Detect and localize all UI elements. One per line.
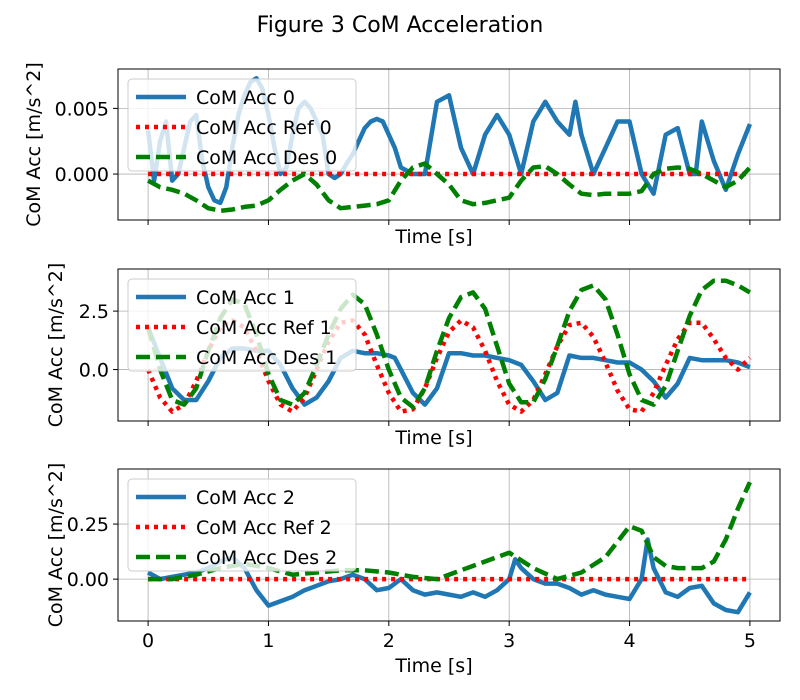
y-tick-label: 0.0 <box>79 360 109 382</box>
legend-label-2: CoM Acc Des 0 <box>196 147 337 169</box>
x-axis-label: Time [s] <box>394 226 472 248</box>
legend-label-0: CoM Acc 2 <box>196 487 295 509</box>
series-line-0-2 <box>147 161 752 214</box>
x-axis-label: Time [s] <box>394 655 472 677</box>
legend-label-1: CoM Acc Ref 2 <box>196 517 332 539</box>
legend-label-0: CoM Acc 0 <box>196 87 295 109</box>
chart-panel-2: 0 1 2 3 4 5 0.00 0.25 Time [s] CoM Acc [m/s^2] CoM… <box>45 463 781 677</box>
x-tick-label: 1 <box>262 630 274 652</box>
x-tick-label: 2 <box>383 630 395 652</box>
x-tick-label: 5 <box>744 630 756 652</box>
y-axis-label: CoM Acc [m/s^2] <box>45 263 67 428</box>
legend-label-2: CoM Acc Des 2 <box>196 547 337 569</box>
y-tick-label: 0.005 <box>55 98 109 120</box>
legend-box <box>127 78 357 172</box>
x-tick-label: 0 <box>142 630 154 652</box>
legend-label-2: CoM Acc Des 1 <box>196 347 337 369</box>
y-tick-label: 2.5 <box>79 301 109 323</box>
x-tick-label: 3 <box>503 630 515 652</box>
y-tick-label: 0.00 <box>67 569 109 591</box>
x-tick-label: 4 <box>623 630 635 652</box>
y-axis-label: CoM Acc [m/s^2] <box>45 463 67 628</box>
legend-label-1: CoM Acc Ref 1 <box>196 317 332 339</box>
axes-frame <box>117 468 781 622</box>
axes-frame <box>117 268 781 422</box>
chart-panel-1: 0.0 2.5 Time [s] CoM Acc [m/s^2] CoM Acc 1 Co… <box>45 263 781 449</box>
y-axis-label: CoM Acc [m/s^2] <box>23 62 45 227</box>
legend-box <box>127 278 357 372</box>
legend-label-1: CoM Acc Ref 0 <box>196 117 332 139</box>
y-tick-label: 0.25 <box>67 514 109 536</box>
legend-label-0: CoM Acc 1 <box>196 287 295 309</box>
series-line-0-0 <box>145 75 752 206</box>
x-axis-label: Time [s] <box>394 427 472 449</box>
chart-panel-0: 0.000 0.005 Time [s] CoM Acc [m/s^2] CoM Acc… <box>23 62 781 248</box>
axes-frame <box>117 68 781 221</box>
figure-title: Figure 3 CoM Acceleration <box>257 13 544 38</box>
legend-box <box>127 478 357 572</box>
y-tick-label: 0.000 <box>55 164 109 186</box>
